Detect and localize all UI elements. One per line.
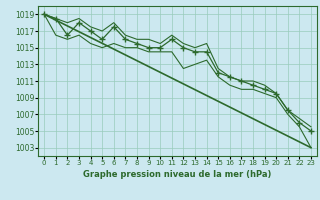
X-axis label: Graphe pression niveau de la mer (hPa): Graphe pression niveau de la mer (hPa) — [84, 170, 272, 179]
